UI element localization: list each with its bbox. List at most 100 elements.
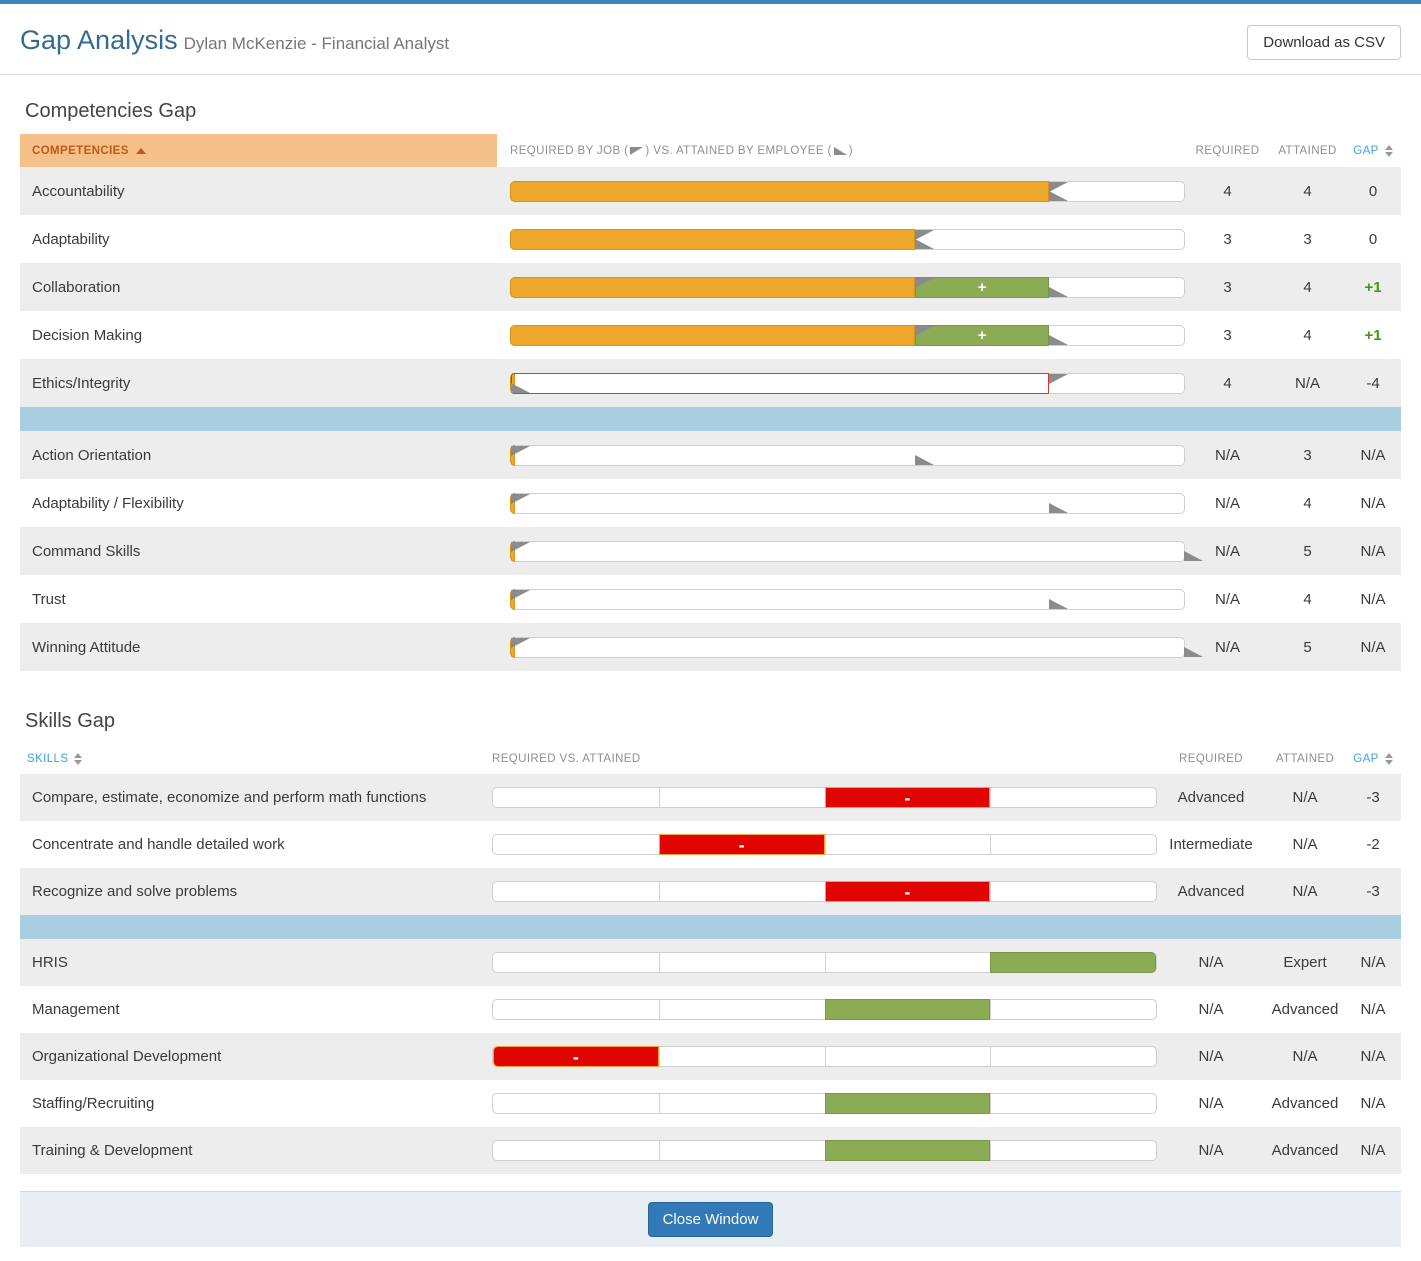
skills-header-row: SKILLS REQUIRED VS. ATTAINED REQUIRED AT… [20,744,1401,774]
required-value: N/A [1214,494,1240,512]
required-bar-fill [510,228,915,250]
attained-value: 5 [1303,542,1312,560]
gap-value: 0 [1368,230,1378,248]
attained-surplus-segment: + [914,276,1050,298]
required-marker [1049,373,1069,384]
gap-value: +1 [1364,278,1382,296]
gap-value: N/A [1360,590,1386,608]
competency-bar-track [510,372,1185,394]
required-value: Advanced [1177,789,1245,806]
column-header-bars-legend: REQUIRED BY JOB ( ) VS. ATTAINED BY EMPL… [510,144,853,157]
skill-label: Management [32,1001,120,1018]
gap-value: -3 [1366,883,1380,900]
attained-value: Expert [1283,954,1327,971]
required-marker [511,493,530,504]
green-level-block [824,1093,991,1114]
bar-cell: + [497,276,1185,298]
required-marker [914,229,934,240]
table-row: Organizational Development - N/A N/A N/A [20,1033,1401,1080]
skill-bar-track: - [492,1046,1157,1067]
sort-both-icon [1384,144,1393,157]
table-row: Concentrate and handle detailed work - Int… [20,821,1401,868]
bar-cell [492,1140,1157,1161]
segment-divider [658,1141,660,1160]
competency-bar-track [510,636,1203,658]
top-accent-bar [0,0,1421,4]
competency-bar-track [510,540,1203,562]
attained-marker [1184,646,1203,657]
bar-cell [492,952,1157,973]
required-value: N/A [1198,1142,1224,1159]
required-value: Intermediate [1169,836,1253,853]
competency-bar-track: + [510,324,1185,346]
column-header-skills[interactable]: SKILLS [20,753,492,765]
segment-divider [990,882,992,901]
attained-marker [1049,598,1069,609]
required-value: N/A [1198,1048,1224,1065]
segment-divider [658,953,660,972]
table-row: Ethics/Integrity 4 N/A -4 [20,359,1401,407]
bar-cell [492,999,1157,1020]
column-header-gap[interactable]: GAP [1345,753,1401,765]
gap-value: N/A [1360,542,1386,560]
table-row: Adaptability / Flexibility N/A 4 N/A [20,479,1401,527]
segment-divider [658,1094,660,1113]
segment-divider [990,1094,992,1113]
skill-bar-track [492,1140,1157,1161]
competency-label: Accountability [32,182,125,200]
gap-value: +1 [1364,326,1382,344]
attained-marker [1049,190,1069,201]
sort-ascending-icon [135,147,146,154]
segment-divider [990,1047,992,1066]
table-row: Trust N/A 4 N/A [20,575,1401,623]
competency-bar-track [510,492,1185,514]
required-marker [511,541,530,552]
required-marker [914,325,934,336]
bar-cell [497,180,1185,202]
attained-marker [1049,502,1069,513]
missing-required-outline [511,372,1050,394]
bar-cell: - [492,834,1157,855]
attained-value: N/A [1292,883,1318,900]
attained-marker [1184,550,1203,561]
required-value: N/A [1198,1095,1224,1112]
table-row: Recognize and solve problems - Advanced N/A… [20,868,1401,915]
required-value: N/A [1198,954,1224,971]
column-header-required: REQUIRED [1179,753,1243,765]
attained-surplus-segment: + [914,324,1050,346]
gap-value: -3 [1366,789,1380,806]
attained-value: N/A [1292,836,1318,853]
bar-cell: - [492,787,1157,808]
competencies-heading: Competencies Gap [25,100,197,122]
skill-label: Concentrate and handle detailed work [32,836,285,853]
competency-label: Adaptability [32,230,110,248]
green-level-block [990,952,1156,973]
column-header-attained: ATTAINED [1275,753,1335,765]
page-title: Gap Analysis [20,25,178,55]
bar-cell: - [492,1046,1157,1067]
skill-label: Recognize and solve problems [32,883,238,900]
required-bar-fill [510,276,915,298]
required-value: N/A [1214,446,1240,464]
download-csv-button[interactable]: Download as CSV [1247,25,1401,60]
bar-cell [497,372,1185,394]
gap-value: N/A [1360,1001,1386,1018]
column-header-competencies[interactable]: COMPETENCIES [20,134,497,167]
bar-cell: - [492,881,1157,902]
table-row: Action Orientation N/A 3 N/A [20,431,1401,479]
group-separator [20,915,1401,939]
competency-label: Winning Attitude [32,638,141,656]
close-window-button[interactable]: Close Window [647,1202,774,1237]
skill-label: Compare, estimate, economize and perform… [32,789,427,806]
attained-value: 3 [1303,446,1312,464]
required-marker [511,637,530,648]
attained-value: N/A [1292,1048,1318,1065]
segment-divider [990,1000,992,1019]
competency-label: Trust [32,590,66,608]
competency-label: Adaptability / Flexibility [32,494,184,512]
column-header-gap[interactable]: GAP [1345,144,1401,157]
bar-cell [497,228,1185,250]
required-value: Advanced [1177,883,1245,900]
attained-value: Advanced [1271,1142,1339,1159]
segment-divider [824,953,826,972]
